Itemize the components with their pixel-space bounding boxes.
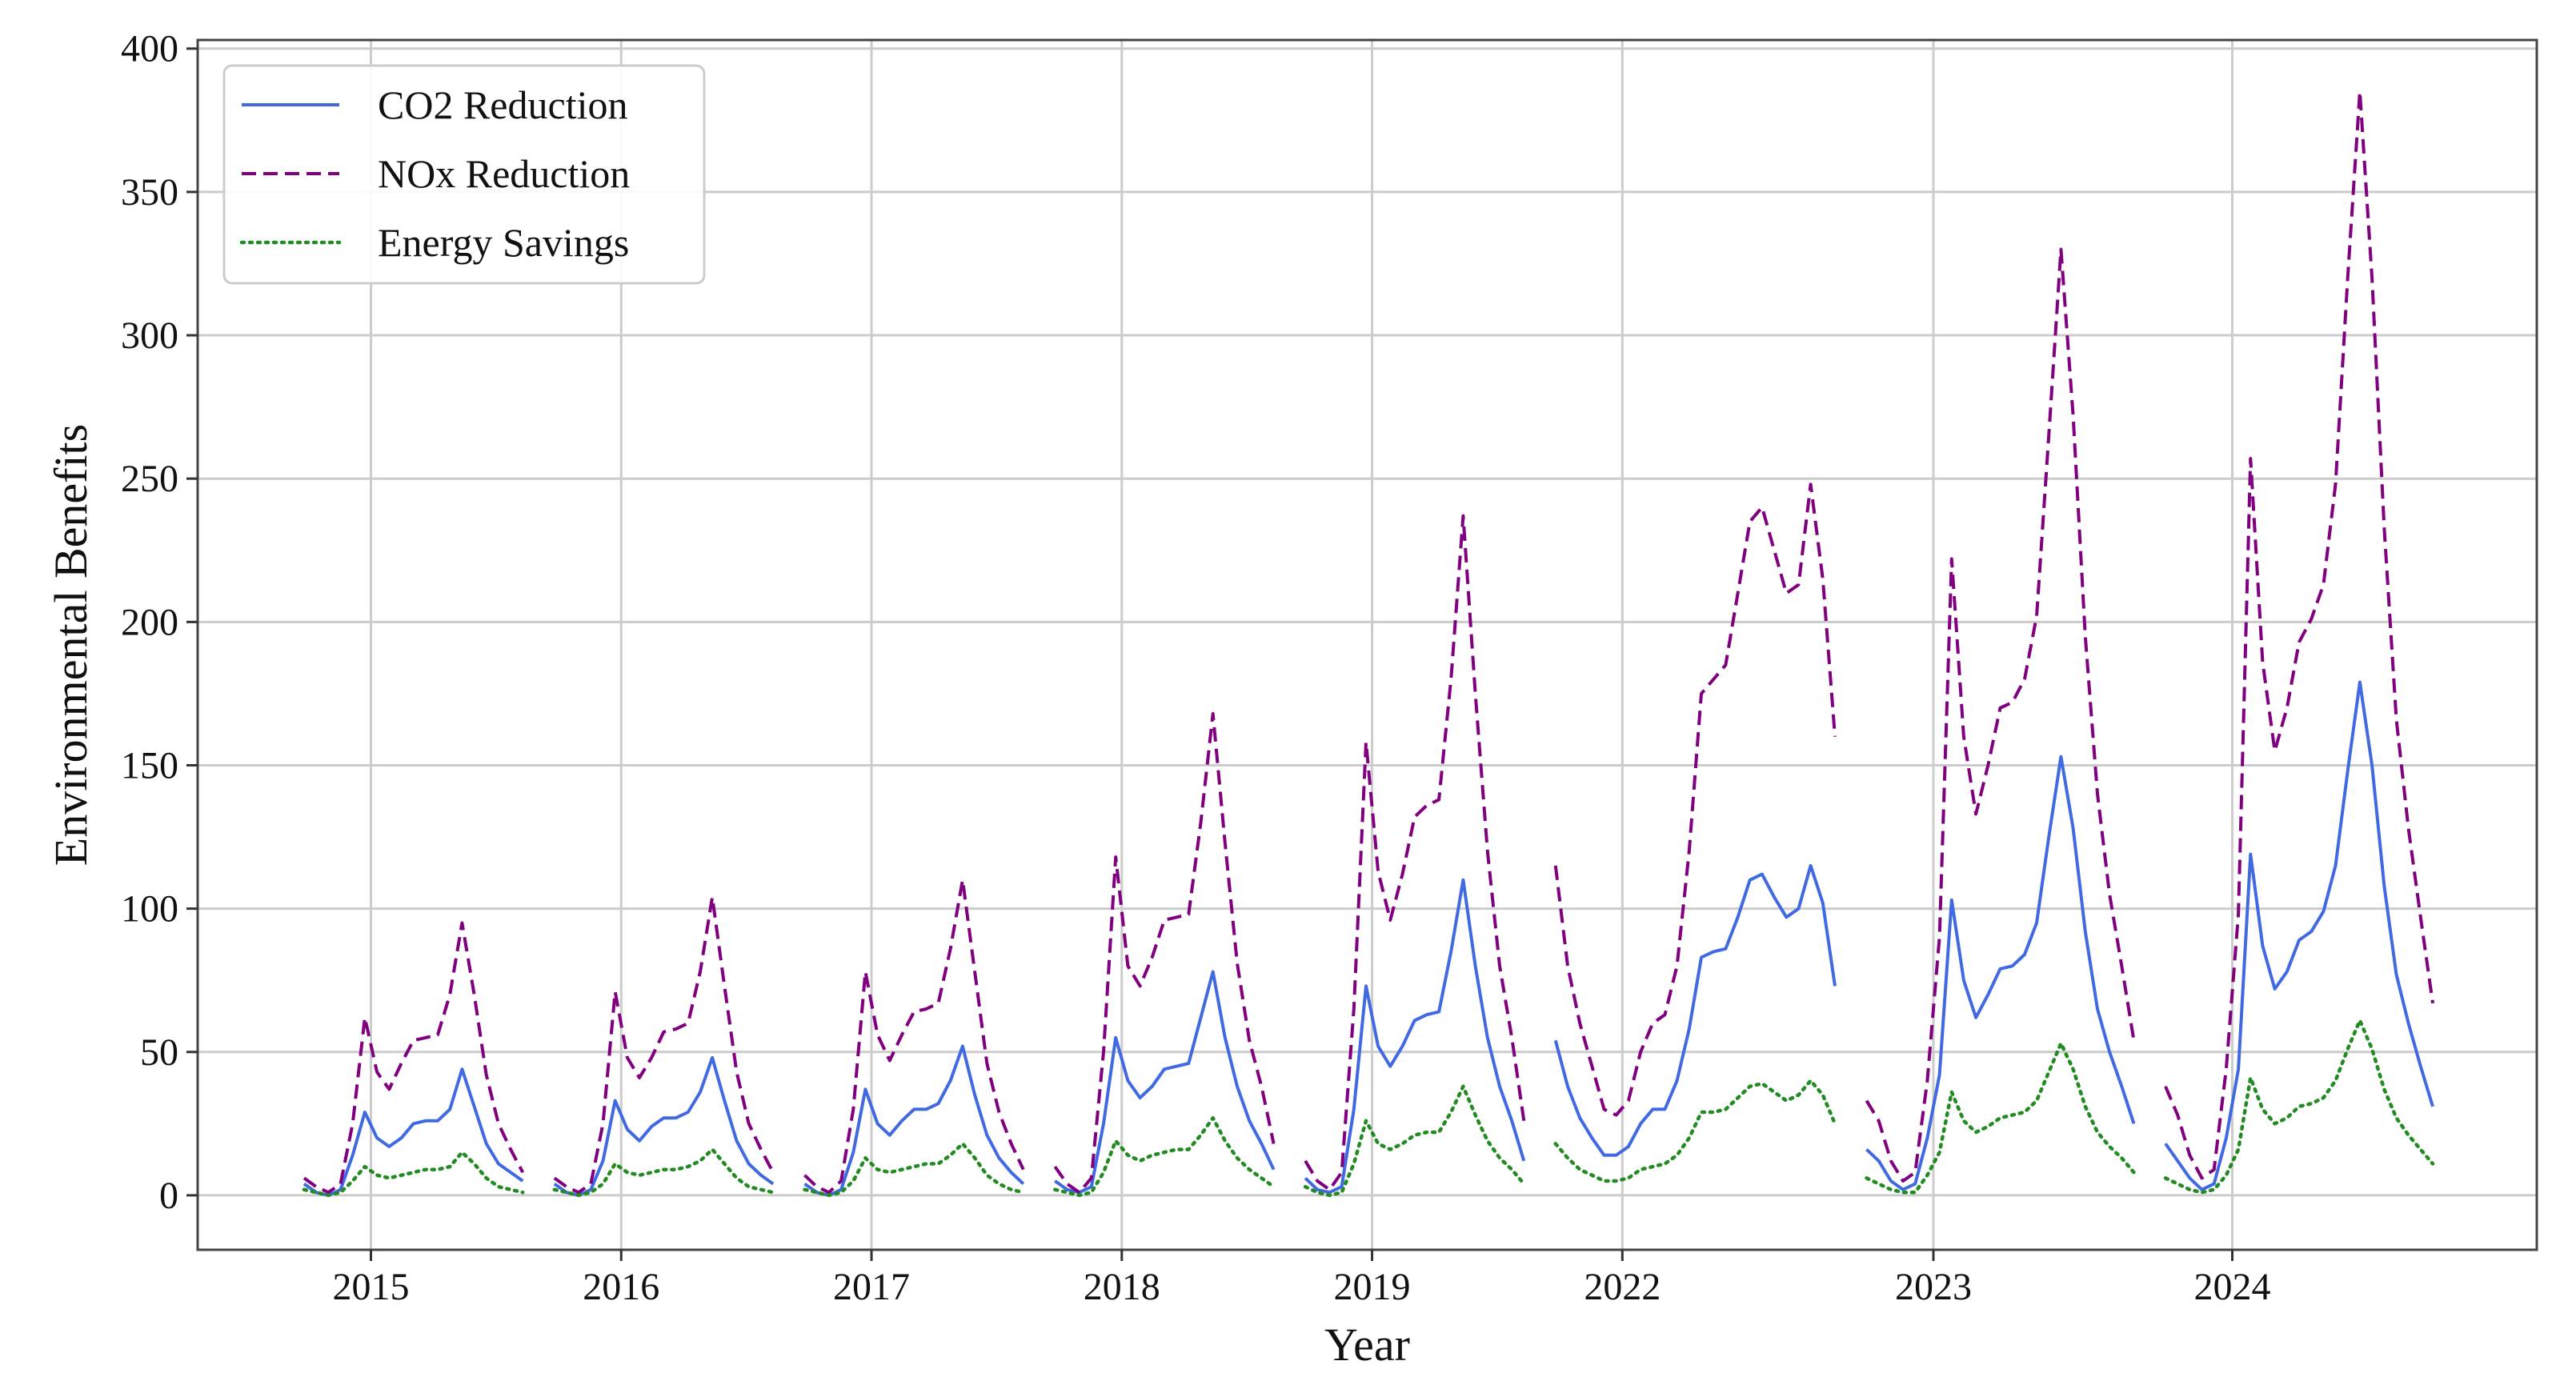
nox-line-2016 <box>553 895 775 1195</box>
legend: CO2 Reduction NOx Reduction Energy Savings <box>222 64 706 285</box>
co2-line-2022 <box>1553 863 1837 1157</box>
x-tick-label: 2018 <box>1084 1266 1160 1308</box>
energy-line-2016 <box>552 1147 775 1198</box>
co2-line-2017 <box>803 1044 1025 1197</box>
x-tick-label: 2022 <box>1584 1266 1661 1308</box>
energy-line-2015 <box>302 1150 525 1198</box>
x-tick-label: 2024 <box>2193 1266 2270 1308</box>
legend-label-energy: Energy Savings <box>378 220 629 265</box>
nox-line-2024 <box>2164 90 2434 1180</box>
y-tick-label: 350 <box>121 171 178 214</box>
energy-line-2022 <box>1553 1079 1837 1183</box>
co2-line-2016 <box>553 1055 775 1197</box>
nox-line-2019 <box>1304 514 1526 1191</box>
energy-line-2023 <box>1865 1041 2136 1195</box>
nox-line-2022 <box>1553 482 1837 1117</box>
y-tick-label: 400 <box>121 28 178 70</box>
y-axis: 0 50 100 150 200 250 300 350 400 <box>121 28 198 1217</box>
y-tick-label: 200 <box>121 601 178 643</box>
y-tick-label: 0 <box>159 1175 178 1217</box>
y-tick-label: 250 <box>121 458 178 500</box>
x-axis: 2015 2016 2017 2018 2019 2022 2023 2024 <box>333 1250 2270 1308</box>
y-tick-label: 100 <box>121 888 178 931</box>
legend-label-nox: NOx Reduction <box>378 151 630 196</box>
co2-line-2023 <box>1865 755 2136 1191</box>
co2-line-2019 <box>1304 878 1526 1195</box>
y-axis-label: Environmental Benefits <box>45 424 97 866</box>
nox-line-2015 <box>302 921 525 1195</box>
legend-box <box>222 64 706 285</box>
co2-line-2018 <box>1054 970 1276 1195</box>
energy-line-2017 <box>803 1142 1026 1198</box>
energy-line-2018 <box>1053 1115 1276 1198</box>
energy-line-2019 <box>1303 1084 1526 1198</box>
y-tick-label: 300 <box>121 314 178 357</box>
y-tick-label: 50 <box>140 1031 178 1074</box>
plot-frame <box>196 38 2538 1251</box>
x-tick-label: 2019 <box>1334 1266 1411 1308</box>
x-axis-label: Year <box>1324 1319 1410 1371</box>
co2-line-2015 <box>302 1067 524 1197</box>
co2-line-2024 <box>2164 680 2434 1191</box>
nox-line-2018 <box>1053 712 1276 1195</box>
nox-line-2023 <box>1865 247 2136 1183</box>
nox-line-2017 <box>803 878 1025 1195</box>
plot-lines <box>302 90 2435 1198</box>
x-tick-label: 2023 <box>1895 1266 1972 1308</box>
x-tick-label: 2015 <box>333 1266 410 1308</box>
energy-line-2024 <box>2163 1019 2435 1195</box>
y-tick-label: 150 <box>121 744 178 787</box>
legend-label-co2: CO2 Reduction <box>378 82 627 127</box>
x-tick-label: 2017 <box>833 1266 910 1308</box>
x-tick-label: 2016 <box>583 1266 659 1308</box>
